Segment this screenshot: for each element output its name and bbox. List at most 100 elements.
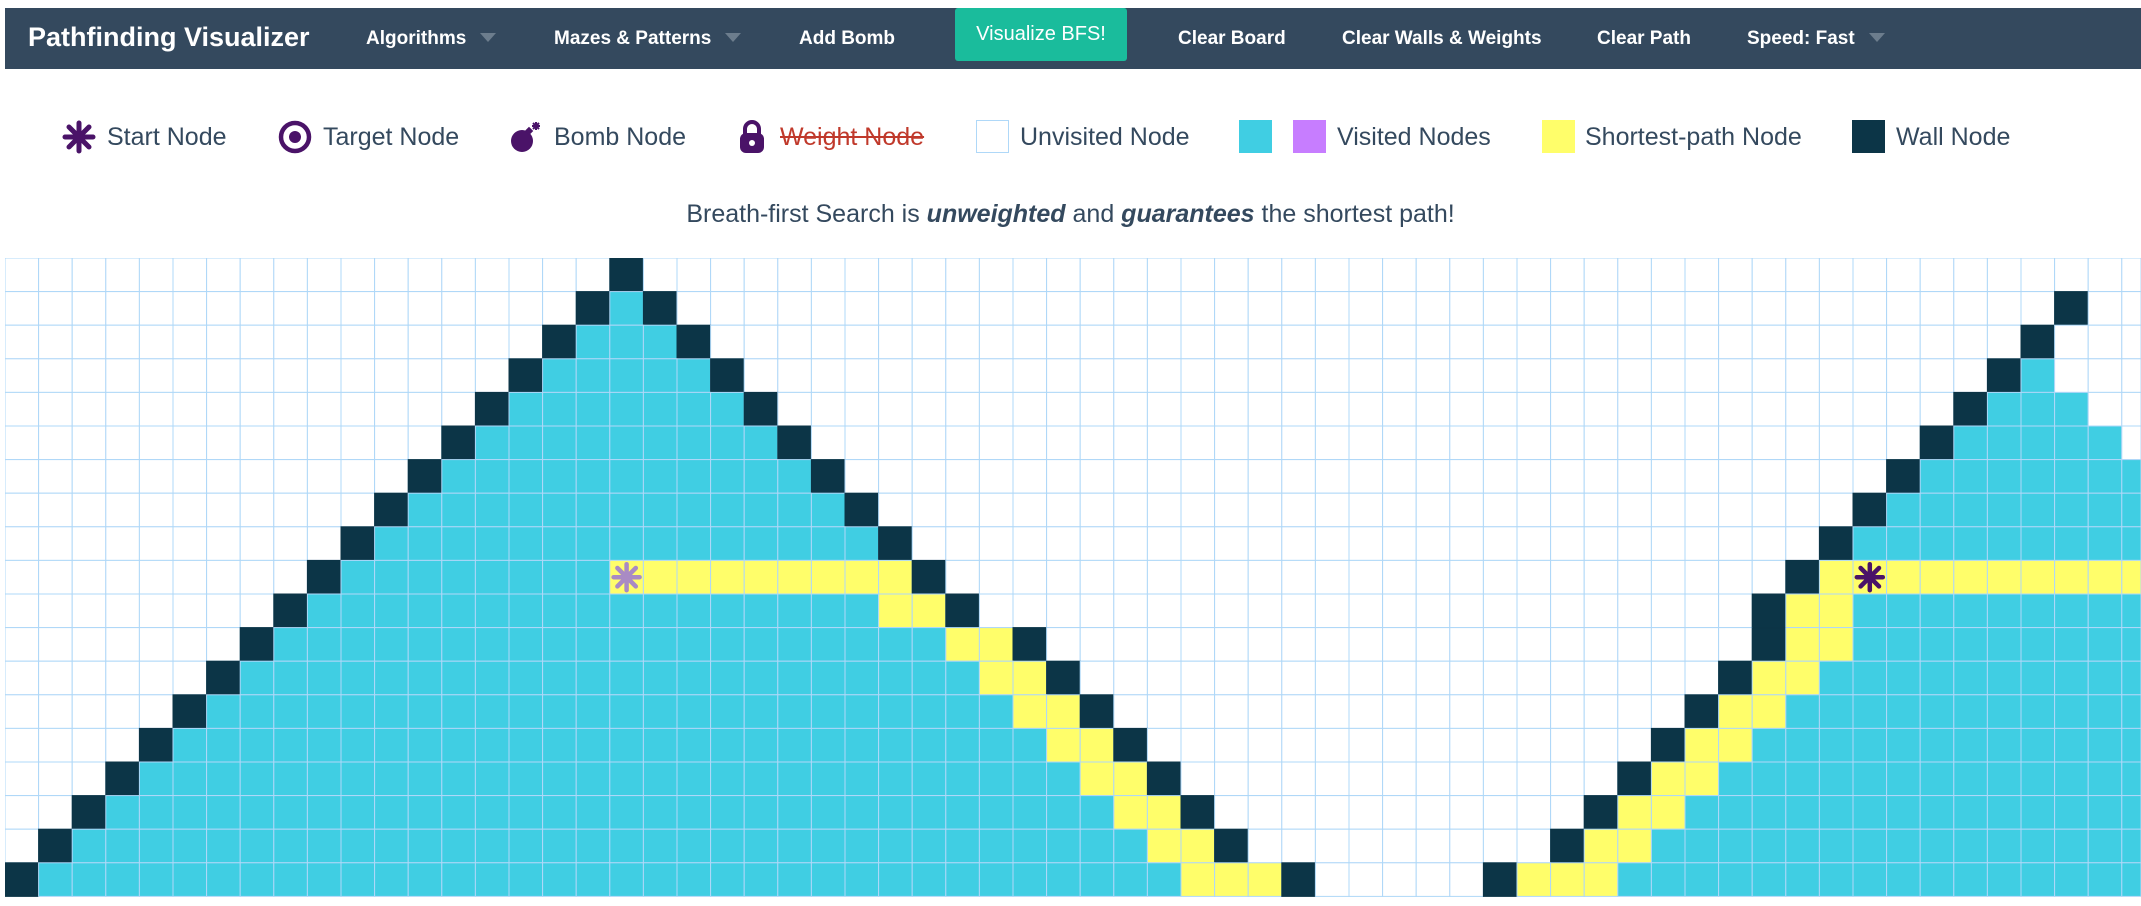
- visited-node[interactable]: [2087, 492, 2123, 528]
- visited-node[interactable]: [642, 459, 678, 494]
- unvisited-node[interactable]: [5, 694, 40, 729]
- unvisited-node[interactable]: [1449, 694, 1484, 729]
- unvisited-node[interactable]: [1583, 660, 1619, 696]
- visited-node[interactable]: [642, 526, 678, 561]
- unvisited-node[interactable]: [1012, 291, 1048, 326]
- visited-node[interactable]: [407, 862, 443, 897]
- unvisited-node[interactable]: [1113, 660, 1148, 696]
- unvisited-node[interactable]: [1650, 291, 1686, 326]
- unvisited-node[interactable]: [138, 391, 174, 427]
- unvisited-node[interactable]: [1852, 391, 1888, 427]
- unvisited-node[interactable]: [1382, 828, 1417, 864]
- visited-node[interactable]: [642, 627, 678, 662]
- unvisited-node[interactable]: [1617, 391, 1652, 427]
- shortest-path-node[interactable]: [810, 559, 846, 595]
- visited-node[interactable]: [575, 627, 611, 662]
- unvisited-node[interactable]: [911, 324, 947, 360]
- visited-node[interactable]: [1986, 425, 2022, 461]
- visited-node[interactable]: [2054, 593, 2089, 629]
- unvisited-node[interactable]: [1482, 694, 1518, 729]
- visited-node[interactable]: [542, 559, 577, 595]
- unvisited-node[interactable]: [844, 425, 880, 461]
- unvisited-node[interactable]: [1415, 828, 1451, 864]
- visited-node[interactable]: [239, 795, 275, 830]
- visited-node[interactable]: [2020, 358, 2056, 393]
- visited-node[interactable]: [2020, 862, 2056, 897]
- unvisited-node[interactable]: [1314, 559, 1350, 595]
- unvisited-node[interactable]: [239, 358, 275, 393]
- wall-node[interactable]: [1953, 391, 1988, 427]
- unvisited-node[interactable]: [172, 291, 208, 326]
- visited-node[interactable]: [474, 660, 510, 696]
- nav-mazes-dropdown[interactable]: Mazes & Patterns: [554, 8, 742, 69]
- visited-node[interactable]: [2121, 593, 2141, 629]
- visited-node[interactable]: [810, 660, 846, 696]
- visited-node[interactable]: [407, 492, 443, 528]
- shortest-path-node[interactable]: [1180, 828, 1216, 864]
- unvisited-node[interactable]: [1382, 761, 1417, 797]
- unvisited-node[interactable]: [1180, 291, 1216, 326]
- visited-node[interactable]: [609, 795, 644, 830]
- wall-node[interactable]: [273, 593, 308, 629]
- unvisited-node[interactable]: [206, 593, 241, 629]
- unvisited-node[interactable]: [1214, 258, 1249, 293]
- visited-node[interactable]: [676, 862, 712, 897]
- unvisited-node[interactable]: [1382, 526, 1417, 561]
- unvisited-node[interactable]: [5, 258, 40, 293]
- wall-node[interactable]: [5, 862, 40, 897]
- visited-node[interactable]: [810, 828, 846, 864]
- visited-node[interactable]: [340, 660, 376, 696]
- visited-node[interactable]: [810, 627, 846, 662]
- unvisited-node[interactable]: [1348, 694, 1384, 729]
- unvisited-node[interactable]: [172, 492, 208, 528]
- visited-node[interactable]: [2121, 761, 2141, 797]
- unvisited-node[interactable]: [878, 425, 913, 461]
- unvisited-node[interactable]: [71, 391, 107, 427]
- visited-node[interactable]: [743, 593, 779, 629]
- shortest-path-node[interactable]: [844, 559, 880, 595]
- unvisited-node[interactable]: [1348, 492, 1384, 528]
- unvisited-node[interactable]: [1113, 694, 1148, 729]
- unvisited-node[interactable]: [945, 291, 980, 326]
- unvisited-node[interactable]: [239, 459, 275, 494]
- unvisited-node[interactable]: [105, 459, 140, 494]
- visited-node[interactable]: [306, 660, 342, 696]
- unvisited-node[interactable]: [474, 291, 510, 326]
- unvisited-node[interactable]: [1314, 258, 1350, 293]
- visited-node[interactable]: [710, 862, 745, 897]
- shortest-path-node[interactable]: [1113, 761, 1148, 797]
- visited-node[interactable]: [575, 694, 611, 729]
- unvisited-node[interactable]: [1650, 492, 1686, 528]
- unvisited-node[interactable]: [206, 526, 241, 561]
- unvisited-node[interactable]: [575, 258, 611, 293]
- unvisited-node[interactable]: [1751, 459, 1787, 494]
- unvisited-node[interactable]: [1617, 559, 1652, 595]
- unvisited-node[interactable]: [1314, 459, 1350, 494]
- visited-node[interactable]: [340, 761, 376, 797]
- unvisited-node[interactable]: [1180, 761, 1216, 797]
- unvisited-node[interactable]: [2121, 291, 2141, 326]
- unvisited-node[interactable]: [1180, 526, 1216, 561]
- unvisited-node[interactable]: [2087, 358, 2123, 393]
- unvisited-node[interactable]: [71, 258, 107, 293]
- visited-node[interactable]: [743, 694, 779, 729]
- unvisited-node[interactable]: [1180, 425, 1216, 461]
- unvisited-node[interactable]: [1281, 795, 1316, 830]
- visited-node[interactable]: [676, 694, 712, 729]
- unvisited-node[interactable]: [1314, 425, 1350, 461]
- wall-node[interactable]: [1650, 727, 1686, 763]
- visited-node[interactable]: [609, 459, 644, 494]
- unvisited-node[interactable]: [1180, 727, 1216, 763]
- visited-node[interactable]: [844, 526, 880, 561]
- visited-node[interactable]: [105, 795, 140, 830]
- visited-node[interactable]: [710, 425, 745, 461]
- visited-node[interactable]: [1012, 795, 1048, 830]
- shortest-path-node[interactable]: [1617, 795, 1652, 830]
- unvisited-node[interactable]: [1348, 828, 1384, 864]
- visited-node[interactable]: [1852, 694, 1888, 729]
- visited-node[interactable]: [340, 559, 376, 595]
- visited-node[interactable]: [1886, 492, 1921, 528]
- unvisited-node[interactable]: [1079, 425, 1115, 461]
- visited-node[interactable]: [676, 358, 712, 393]
- unvisited-node[interactable]: [1550, 559, 1585, 595]
